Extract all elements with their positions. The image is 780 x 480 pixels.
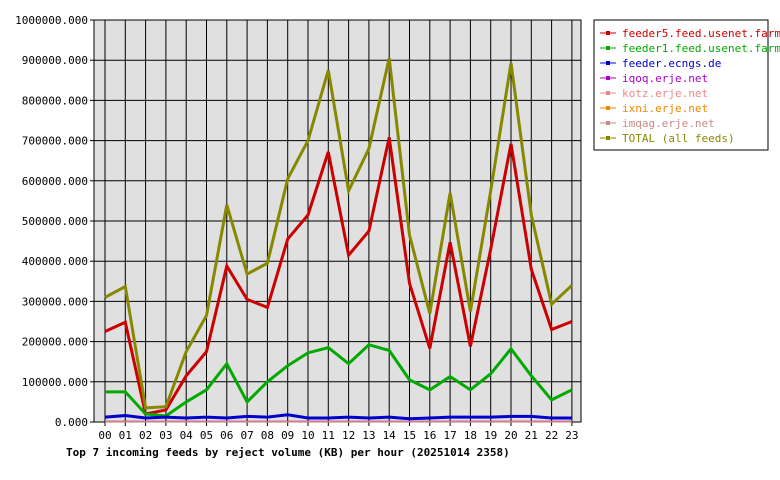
legend-marker <box>606 61 610 65</box>
x-tick-label: 14 <box>383 429 397 442</box>
y-tick-label: 300000.000 <box>22 295 88 308</box>
legend-label: kotz.erje.net <box>622 87 708 100</box>
legend-label: TOTAL (all feeds) <box>622 132 735 145</box>
x-tick-label: 09 <box>281 429 294 442</box>
x-tick-label: 00 <box>98 429 111 442</box>
y-tick-label: 800000.000 <box>22 94 88 107</box>
legend-label: imqag.erje.net <box>622 117 715 130</box>
y-tick-label: 600000.000 <box>22 175 88 188</box>
y-tick-label: 900000.000 <box>22 54 88 67</box>
legend-label: ixni.erje.net <box>622 102 708 115</box>
x-tick-label: 02 <box>139 429 152 442</box>
y-tick-label: 400000.000 <box>22 255 88 268</box>
x-tick-label: 16 <box>423 429 436 442</box>
legend-label: feeder5.feed.usenet.farm <box>622 27 780 40</box>
x-tick-label: 07 <box>240 429 253 442</box>
y-tick-label: 700000.000 <box>22 135 88 148</box>
x-tick-label: 04 <box>180 429 194 442</box>
x-tick-label: 17 <box>443 429 456 442</box>
x-tick-label: 05 <box>200 429 213 442</box>
x-tick-label: 03 <box>159 429 172 442</box>
legend-marker <box>606 121 610 125</box>
x-tick-label: 12 <box>342 429 355 442</box>
legend-label: feeder1.feed.usenet.farm <box>622 42 780 55</box>
x-tick-label: 13 <box>362 429 375 442</box>
x-tick-label: 23 <box>565 429 578 442</box>
x-tick-label: 22 <box>545 429 558 442</box>
series-lines <box>104 57 573 423</box>
y-tick-label: 100000.000 <box>22 376 88 389</box>
legend-marker <box>606 46 610 50</box>
y-axis-tick-labels: 0.000 100000.000 200000.000 300000.000 40000… <box>15 14 88 429</box>
legend-marker <box>606 76 610 80</box>
legend-marker <box>606 136 610 140</box>
x-tick-label: 18 <box>464 429 477 442</box>
x-tick-label: 15 <box>403 429 416 442</box>
chart-title: Top 7 incoming feeds by reject volume (K… <box>66 446 510 459</box>
series-line-feeder-ecngs-de <box>104 413 572 421</box>
series-line-feeder5-feed-usenet-farm <box>104 137 573 416</box>
x-tick-label: 06 <box>220 429 233 442</box>
y-tick-label: 200000.000 <box>22 336 88 349</box>
x-tick-label: 19 <box>484 429 497 442</box>
legend-label: feeder.ecngs.de <box>622 57 721 70</box>
legend-label: iqoq.erje.net <box>622 72 708 85</box>
x-tick-label: 08 <box>261 429 274 442</box>
x-tick-label: 10 <box>301 429 314 442</box>
legend-marker <box>606 106 610 110</box>
x-tick-label: 01 <box>119 429 132 442</box>
legend-marker <box>606 31 610 35</box>
x-tick-label: 21 <box>525 429 538 442</box>
series-line-feeder1-feed-usenet-farm <box>105 343 573 418</box>
series-line-total-all-feeds- <box>104 57 573 410</box>
x-tick-label: 11 <box>322 429 335 442</box>
y-tick-label: 500000.000 <box>22 215 88 228</box>
y-tick-label: 0.000 <box>55 416 88 429</box>
legend-box <box>593 19 769 151</box>
x-axis-tick-labels: 00 01 02 03 04 05 06 07 08 09 10 11 12 13 14 15 16 17 18 19… <box>98 429 578 442</box>
legend: feeder5.feed.usenet.farm feeder1.feed.use… <box>593 19 780 151</box>
x-tick-label: 20 <box>504 429 517 442</box>
legend-marker <box>606 91 610 95</box>
y-tick-label: 1000000.000 <box>15 14 88 27</box>
